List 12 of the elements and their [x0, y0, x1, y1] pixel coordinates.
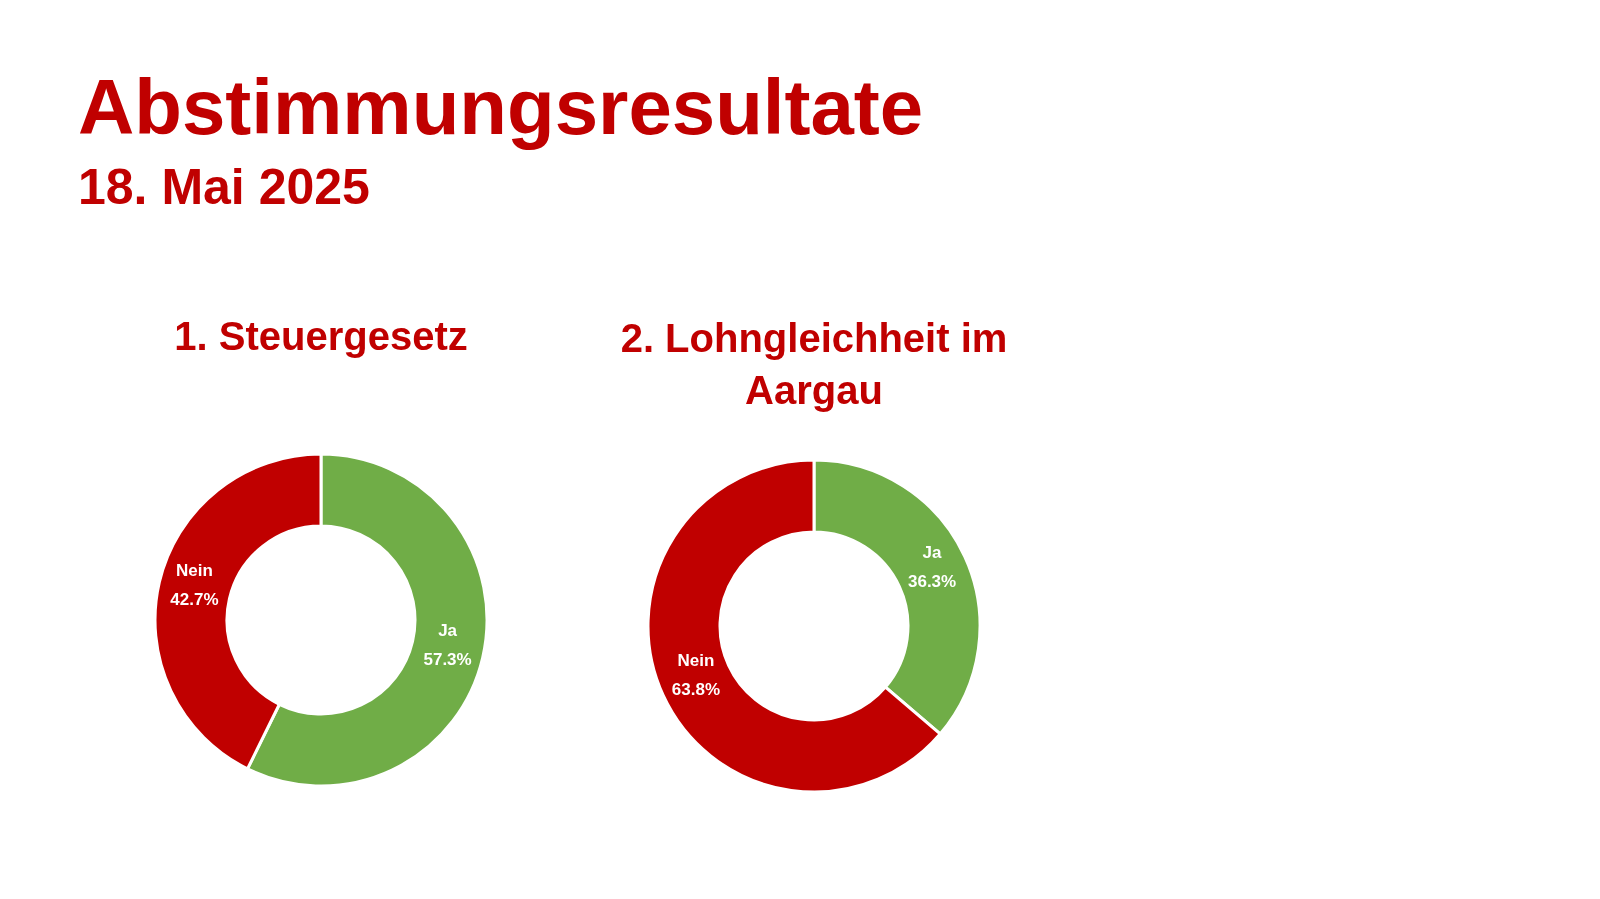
data-label: 36.3% [907, 571, 957, 591]
chart-title: 2. Lohngleichheit im Aargau [619, 315, 1009, 414]
data-label: 42.7% [170, 590, 219, 610]
data-label: 57.3% [423, 649, 472, 669]
slice-label: Ja [438, 620, 458, 640]
chart-title: 1. Steuergesetz [173, 313, 469, 360]
text: Abstimmungsresultate [78, 62, 924, 153]
text: 18. Mai 2025 [78, 158, 370, 216]
slice-label: Nein [175, 561, 213, 581]
slice-label: Nein [677, 651, 715, 671]
data-label: 63.8% [671, 680, 721, 700]
slice-label: Ja [922, 542, 943, 562]
